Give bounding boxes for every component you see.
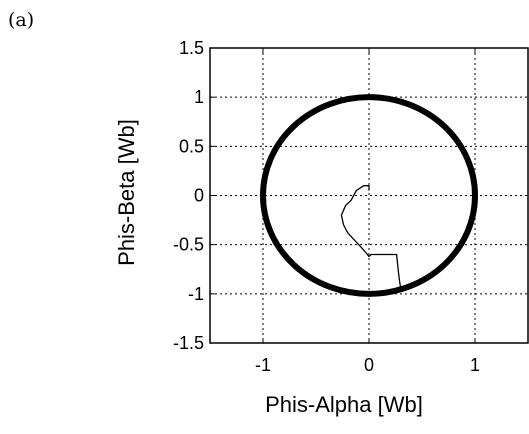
x-axis-label: Phis-Alpha [Wb] — [265, 392, 423, 417]
x-tick-label: 0 — [364, 355, 374, 375]
tick-labels: -1 0 1 1.5 1 0.5 0 -0.5 -1 -1.5 — [173, 38, 480, 375]
y-tick-label: -1.5 — [173, 333, 204, 353]
y-tick-label: 1.5 — [179, 38, 204, 58]
y-axis-label: Phis-Beta [Wb] — [114, 119, 139, 266]
axis-ticks — [210, 47, 476, 344]
plot-series — [260, 94, 478, 297]
y-tick-label: -1 — [188, 284, 204, 304]
panel-label: (a) — [8, 9, 34, 31]
grid — [210, 48, 528, 343]
series-circle-line — [260, 94, 478, 297]
series-trajectory-line — [340, 185, 402, 290]
y-tick-label: -0.5 — [173, 235, 204, 255]
y-tick-label: 0 — [194, 186, 204, 206]
y-tick-label: 1 — [194, 87, 204, 107]
y-tick-label: 0.5 — [179, 136, 204, 156]
x-tick-label: 1 — [470, 355, 480, 375]
x-tick-label: -1 — [255, 355, 271, 375]
